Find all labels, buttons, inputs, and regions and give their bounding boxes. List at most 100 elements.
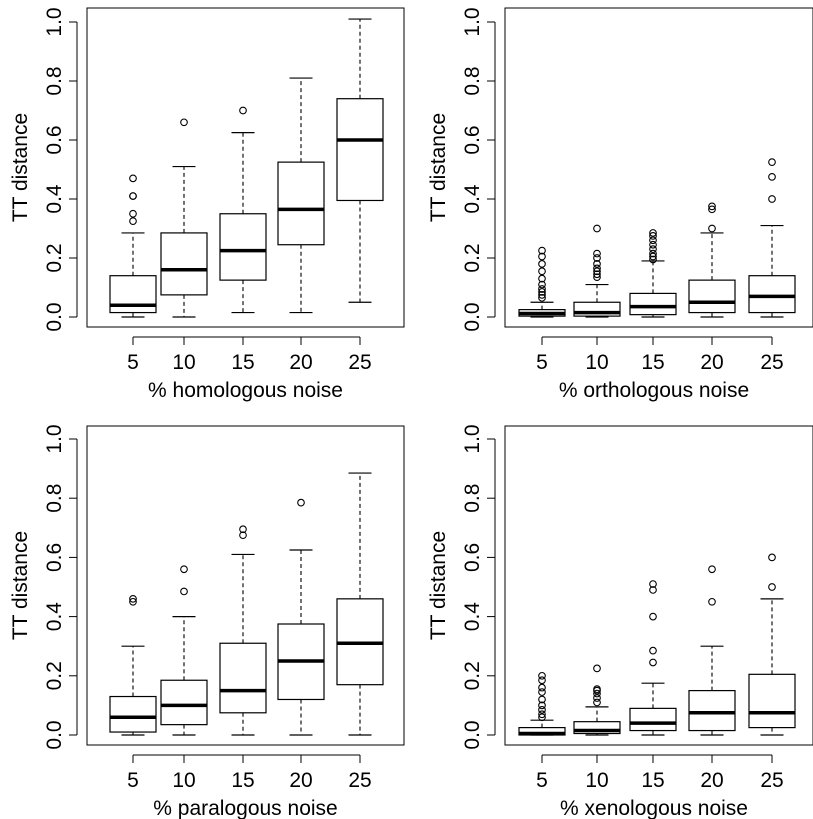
outlier-point bbox=[593, 698, 601, 707]
chart-panel-1: 0.0 0.2 0.4 0.6 0.8 1.0 TT distance 5 10 15 20 25% … bbox=[9, 7, 405, 402]
outlier-point bbox=[538, 695, 546, 704]
outlier-point bbox=[129, 594, 137, 603]
iqr-box bbox=[277, 161, 325, 246]
x-tick-label: 25 bbox=[348, 351, 371, 374]
outlier-point bbox=[649, 249, 657, 258]
outlier-point bbox=[593, 270, 601, 279]
box-25 bbox=[748, 553, 796, 736]
outlier-point bbox=[538, 285, 546, 293]
box-15 bbox=[629, 229, 677, 318]
outlier-point bbox=[538, 274, 546, 283]
outlier-point bbox=[129, 209, 137, 218]
outlier-point bbox=[768, 583, 776, 591]
outlier-point bbox=[538, 260, 546, 268]
box-25 bbox=[336, 18, 384, 303]
outlier-point bbox=[538, 713, 546, 722]
outlier-point bbox=[649, 255, 657, 264]
iqr-box bbox=[219, 213, 267, 281]
y-axis-label: TT distance bbox=[427, 531, 450, 640]
y-tick-label: 0.0 bbox=[461, 720, 484, 749]
outlier-point bbox=[538, 293, 546, 302]
plot-frame bbox=[504, 425, 813, 746]
outlier-point bbox=[649, 580, 657, 588]
outlier-point bbox=[538, 291, 546, 299]
outlier-point bbox=[593, 254, 601, 262]
y-axis-label: TT distance bbox=[427, 113, 450, 222]
x-tick-label: 5 bbox=[127, 351, 139, 374]
outlier-point bbox=[593, 664, 601, 673]
outlier-point bbox=[538, 671, 546, 680]
box-10 bbox=[160, 565, 208, 736]
box-5 bbox=[109, 594, 157, 736]
iqr-box bbox=[629, 292, 677, 316]
outlier-point bbox=[593, 273, 601, 282]
outlier-point bbox=[538, 252, 546, 261]
box-25 bbox=[336, 472, 384, 736]
y-tick-label: 0.6 bbox=[43, 125, 66, 154]
y-axis-label: TT distance bbox=[9, 531, 32, 640]
x-tick-label: 20 bbox=[700, 351, 723, 374]
x-tick-label: 5 bbox=[536, 769, 548, 792]
x-tick-label: 10 bbox=[585, 769, 608, 792]
outlier-point bbox=[129, 217, 137, 225]
y-tick-label: 1.0 bbox=[43, 7, 66, 36]
outlier-point bbox=[708, 224, 716, 233]
outlier-point bbox=[649, 252, 657, 261]
outlier-point bbox=[239, 525, 247, 534]
x-axis-label: % paralogous noise bbox=[153, 797, 337, 819]
outlier-point bbox=[129, 174, 137, 183]
y-tick-label: 0.8 bbox=[43, 66, 66, 95]
box-25 bbox=[748, 158, 796, 318]
chart-panel-4: 0.0 0.2 0.4 0.6 0.8 1.0 TT distance 5 10 15 20 25 % … bbox=[427, 424, 813, 819]
y-tick-label: 1.0 bbox=[461, 7, 484, 36]
outlier-point bbox=[593, 685, 601, 693]
outlier-point bbox=[538, 701, 546, 710]
outlier-point bbox=[649, 232, 657, 240]
x-tick-label: 10 bbox=[172, 351, 195, 374]
outlier-point bbox=[649, 245, 657, 253]
outlier-point bbox=[538, 705, 546, 714]
outlier-point bbox=[538, 683, 546, 692]
iqr-box bbox=[109, 275, 157, 314]
x-tick-label: 25 bbox=[348, 769, 371, 792]
chart-panel-2: 0.0 0.2 0.4 0.6 0.8 1.0 TT distance 5 10 15 20 25 % … bbox=[427, 7, 813, 402]
outlier-point bbox=[180, 587, 188, 596]
x-axis-label: % xenologous noise bbox=[560, 797, 748, 819]
y-tick-label: 0.0 bbox=[43, 720, 66, 749]
outlier-point bbox=[593, 689, 601, 698]
x-tick-label: 20 bbox=[289, 351, 312, 374]
outlier-point bbox=[649, 646, 657, 655]
y-tick-label: 0.4 bbox=[461, 602, 484, 632]
outlier-point bbox=[768, 553, 776, 562]
iqr-box bbox=[573, 721, 621, 735]
box-5 bbox=[518, 671, 566, 736]
x-tick-label: 15 bbox=[641, 769, 664, 792]
box-20 bbox=[277, 77, 325, 314]
x-tick-label: 25 bbox=[760, 769, 783, 792]
outlier-point bbox=[538, 288, 546, 296]
outlier-point bbox=[538, 676, 546, 685]
box-10 bbox=[573, 224, 621, 318]
y-tick-label: 0.8 bbox=[461, 66, 484, 95]
plot-frame bbox=[86, 425, 405, 746]
box-15 bbox=[219, 106, 267, 314]
box-15 bbox=[629, 580, 677, 736]
y-tick-label: 1.0 bbox=[461, 424, 484, 453]
y-tick-label: 0.0 bbox=[43, 302, 66, 331]
outlier-point bbox=[708, 565, 716, 574]
outlier-point bbox=[768, 173, 776, 181]
y-tick-label: 0.6 bbox=[461, 543, 484, 572]
outlier-point bbox=[593, 694, 601, 702]
outlier-point bbox=[593, 249, 601, 258]
box-15 bbox=[219, 525, 267, 736]
outlier-point bbox=[239, 106, 247, 115]
iqr-box bbox=[219, 642, 267, 714]
outlier-point bbox=[593, 264, 601, 273]
iqr-box bbox=[748, 275, 796, 314]
y-tick-label: 0.6 bbox=[43, 543, 66, 572]
outlier-point bbox=[297, 498, 305, 507]
chart-panel-3: 0.0 0.2 0.4 0.6 0.8 1.0 TT distance 5 10 15 20 25 % … bbox=[9, 424, 405, 819]
y-tick-label: 0.8 bbox=[461, 484, 484, 513]
y-tick-label: 0.4 bbox=[461, 184, 484, 214]
outlier-point bbox=[129, 597, 137, 606]
